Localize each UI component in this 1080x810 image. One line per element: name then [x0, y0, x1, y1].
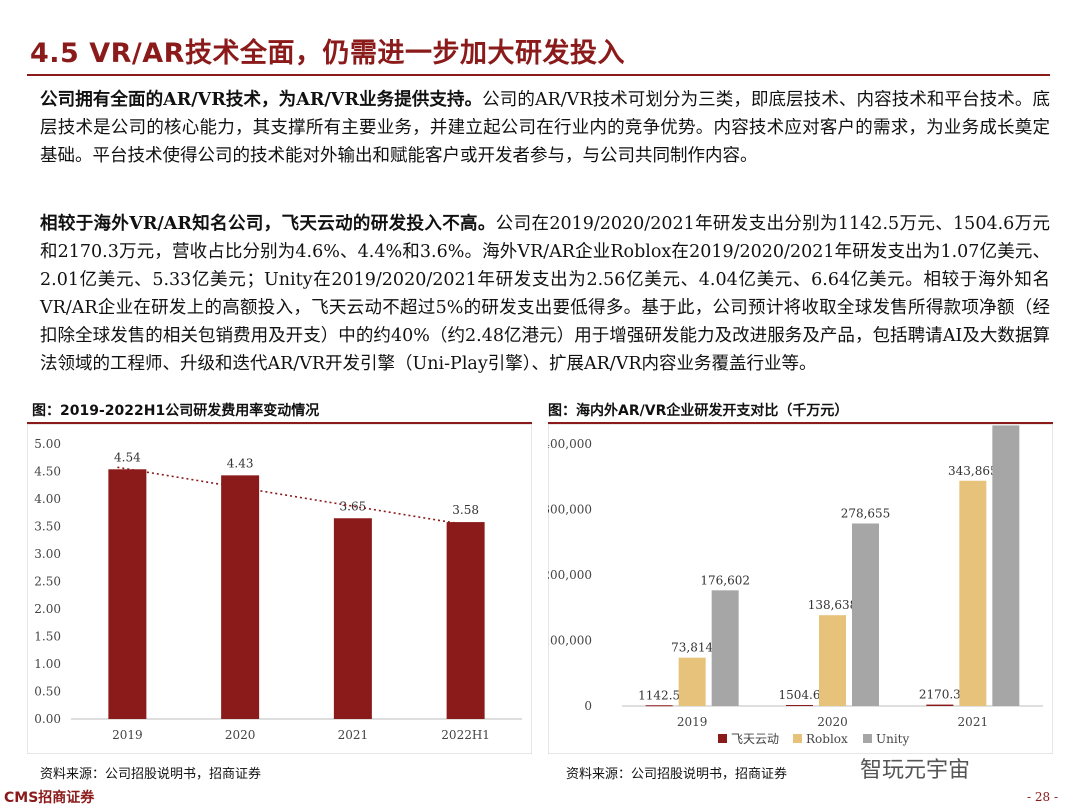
legend-label: Unity [876, 732, 910, 746]
bar-Unity-2019 [711, 590, 739, 706]
y-tick-label: 1.50 [34, 630, 61, 644]
bar-2021 [333, 518, 372, 719]
legend-label: 飞天云动 [731, 732, 779, 746]
data-label-飞天云动-2019: 1142.5 [638, 688, 680, 702]
data-label-2022H1: 3.58 [452, 503, 479, 517]
y-tick-label: 4.50 [34, 465, 61, 479]
y-tick-label: 3.50 [34, 520, 61, 534]
x-tick-label: 2019 [112, 728, 143, 742]
bar-Unity-2020 [852, 523, 879, 706]
bar-飞天云动-2020 [786, 705, 813, 707]
x-tick-label: 2022H1 [441, 728, 490, 742]
x-tick-label: 2019 [677, 715, 708, 729]
legend-swatch-飞天云动 [718, 734, 727, 743]
bar-Roblox-2020 [819, 615, 846, 706]
data-label-Unity-2020: 278,655 [841, 506, 891, 520]
source-note-left: 资料来源：公司招股说明书，招商证券 [40, 767, 262, 782]
title-rule [27, 74, 1050, 76]
rd-ratio-chart: 0.00 0.50 1.00 1.50 2.00 2.50 3.00 3.50 4.00 4.50… [27, 424, 532, 754]
caption-rule-right [548, 422, 1053, 424]
x-tick-label: 2020 [817, 715, 848, 729]
footer-logo: CMS招商证券 [4, 790, 95, 806]
data-label-2019: 4.54 [114, 450, 141, 464]
data-label-Roblox-2020: 138,638 [808, 598, 858, 612]
x-tick-label: 2020 [225, 728, 256, 742]
bar-2020 [221, 475, 260, 719]
paragraph-2: 相较于海外VR/AR知名公司，飞天云动的研发投入不高。公司在2019/2020/… [40, 210, 1050, 378]
paragraph-2-lead: 相较于海外VR/AR知名公司，飞天云动的研发投入不高。 [40, 214, 496, 234]
paragraph-1-lead: 公司拥有全面的AR/VR技术，为AR/VR业务提供支持。 [40, 90, 483, 110]
data-label-Unity-2019: 176,602 [700, 573, 750, 587]
x-tick-label: 2021 [338, 728, 369, 742]
rd-spend-comparison-chart: 0 100,000 200,000 300,000 400,000 1142.5 73,81… [548, 424, 1053, 754]
page-number: - 28 - [1026, 790, 1058, 804]
bar-飞天云动-2021 [926, 704, 954, 706]
paragraph-2-body: 公司在2019/2020/2021年研发支出分别为1142.5万元、1504.6… [40, 214, 1050, 374]
bar-2019 [108, 469, 147, 719]
legend-swatch-Unity [863, 734, 872, 743]
data-label-2020: 4.43 [227, 456, 254, 470]
y-tick-label: 1.00 [34, 657, 61, 671]
legend-swatch-Roblox [793, 734, 802, 743]
y-tick-label: 200,000 [548, 568, 592, 582]
paragraph-1-body: 公司的AR/VR技术可划分为三类，即底层技术、内容技术和平台技术。底层技术是公司… [40, 90, 1050, 166]
source-note-right: 资料来源：公司招股说明书，招商证券 [566, 767, 788, 782]
bar-飞天云动-2019 [645, 705, 673, 707]
y-tick-label: 2.00 [34, 602, 61, 616]
y-tick-label: 0.00 [34, 712, 61, 726]
bar-Roblox-2019 [678, 657, 706, 706]
caption-rule-left [27, 422, 532, 424]
y-tick-label: 2.50 [34, 575, 61, 589]
watermark-text: 智玩元宇宙 [860, 758, 971, 783]
y-tick-label: 400,000 [548, 437, 592, 451]
bar-Unity-2021 [992, 425, 1020, 706]
data-label-Roblox-2019: 73,814 [671, 641, 713, 655]
data-label-飞天云动-2020: 1504.6 [779, 688, 821, 702]
legend-label: Roblox [806, 732, 848, 746]
x-tick-label: 2021 [958, 715, 989, 729]
figure-caption-right: 图：海内外AR/VR企业研发开支对比（千万元） [548, 403, 849, 419]
y-tick-label: 3.00 [34, 547, 61, 561]
y-tick-label: 0.50 [34, 685, 61, 699]
figure-caption-left: 图：2019-2022H1公司研发费用率变动情况 [32, 403, 320, 419]
y-tick-label: 100,000 [548, 634, 592, 648]
trendline [117, 466, 456, 524]
y-tick-label: 0 [584, 699, 592, 713]
y-tick-label: 300,000 [548, 503, 592, 517]
y-tick-label: 4.00 [34, 492, 61, 506]
bar-Roblox-2021 [959, 480, 987, 706]
paragraph-1: 公司拥有全面的AR/VR技术，为AR/VR业务提供支持。公司的AR/VR技术可划… [40, 86, 1050, 170]
data-label-2021: 3.65 [340, 499, 367, 513]
page-title: 4.5 VR/AR技术全面，仍需进一步加大研发投入 [30, 38, 625, 69]
bar-2022H1 [446, 522, 485, 719]
y-tick-label: 5.00 [34, 437, 61, 451]
data-label-飞天云动-2021: 2170.3 [919, 688, 961, 702]
data-label-Roblox-2021: 343,865 [948, 464, 998, 478]
